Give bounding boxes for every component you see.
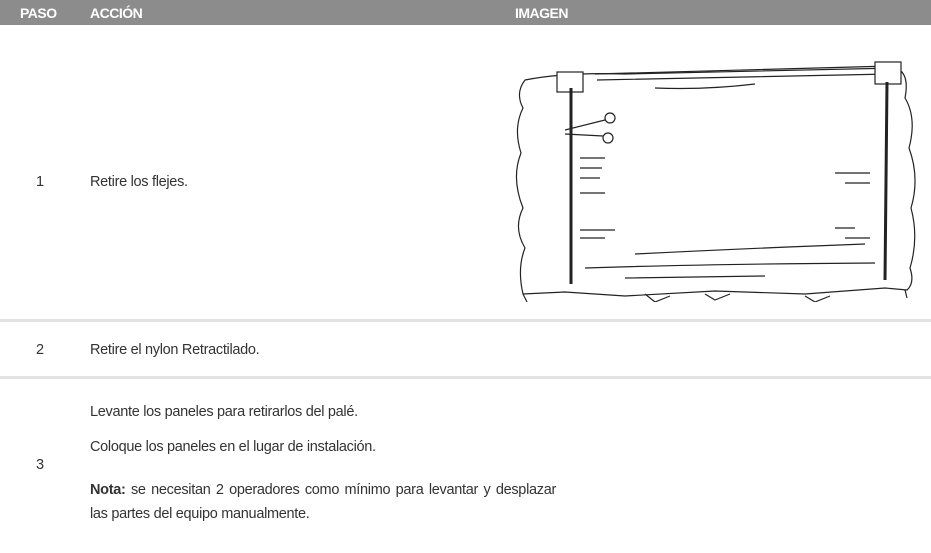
header-image: IMAGEN [515,5,569,21]
pallet-illustration [515,61,916,302]
header-step: PASO [20,5,57,21]
header-action: ACCIÓN [90,5,143,21]
row-separator [0,319,931,322]
step-number: 3 [36,457,44,473]
table-header: PASO ACCIÓN IMAGEN [0,0,931,25]
step-number: 1 [36,174,44,190]
action-text: Retire el nylon Retractilado. [90,342,260,358]
note: Nota: se necesitan 2 operadores como mín… [90,478,556,526]
action-text: Coloque los paneles en el lugar de insta… [90,439,376,455]
row-separator [0,376,931,379]
action-text: Retire los flejes. [90,174,188,190]
note-text: se necesitan 2 operadores como mínimo pa… [90,482,557,522]
action-text: Levante los paneles para retirarlos del … [90,404,358,420]
step-number: 2 [36,342,44,358]
note-label: Nota: [90,482,126,498]
